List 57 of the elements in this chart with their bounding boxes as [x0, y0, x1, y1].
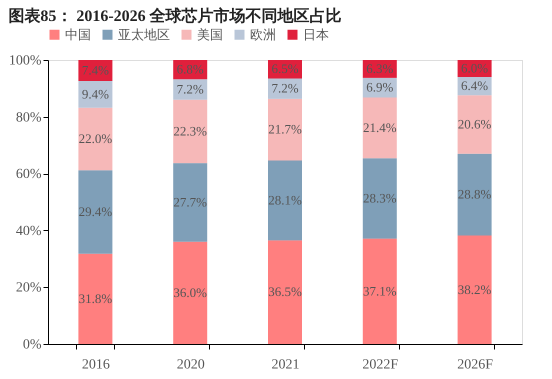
data-label: 36.5%	[268, 284, 302, 300]
y-tick-label: 60%	[16, 167, 42, 182]
y-tick-label: 40%	[16, 224, 42, 239]
bar	[268, 240, 302, 344]
data-label: 6.4%	[461, 78, 488, 94]
data-label: 7.2%	[271, 80, 299, 96]
data-label: 38.2%	[458, 282, 492, 297]
data-label: 21.7%	[268, 122, 302, 137]
data-label: 37.1%	[363, 283, 397, 298]
bar	[78, 108, 112, 170]
data-label: 6.3%	[366, 60, 394, 76]
data-label: 28.1%	[268, 192, 302, 208]
bar	[268, 98, 302, 161]
legend-label: 美国	[197, 26, 223, 42]
bar	[78, 254, 112, 344]
y-tick-label: 20%	[16, 280, 42, 296]
bar	[362, 238, 397, 344]
x-tick-label: 2022F	[362, 358, 398, 372]
legend-label: 中国	[65, 26, 91, 42]
data-label: 21.4%	[363, 120, 397, 135]
data-label: 7.2%	[176, 82, 204, 97]
bar	[78, 170, 112, 254]
bar	[458, 95, 492, 154]
x-tick-label: 2020	[176, 358, 205, 372]
y-tick-label: 100%	[8, 54, 42, 68]
data-label: 9.4%	[82, 86, 110, 102]
data-label: 6.0%	[461, 60, 488, 76]
bar	[268, 160, 302, 240]
y-tick-label: 80%	[16, 110, 42, 126]
data-label: 22.0%	[78, 130, 112, 146]
bar	[173, 100, 208, 164]
data-label: 36.0%	[173, 284, 208, 300]
data-label: 27.7%	[173, 194, 208, 210]
bar	[362, 97, 397, 158]
x-tick-label: 2026F	[457, 358, 494, 372]
bar	[458, 154, 492, 236]
y-tick-label: 0%	[22, 338, 42, 352]
data-label: 29.4%	[78, 204, 112, 219]
data-label: 6.8%	[176, 62, 204, 77]
x-tick-label: 2016	[82, 358, 110, 372]
data-label: 6.9%	[366, 80, 394, 95]
data-label: 7.4%	[82, 62, 110, 78]
data-label: 20.6%	[458, 116, 492, 132]
data-label: 6.5%	[271, 61, 299, 76]
x-tick-label: 2021	[272, 358, 300, 372]
bar	[458, 236, 492, 344]
data-label: 28.3%	[363, 190, 397, 206]
bar	[362, 158, 397, 239]
chart-title: 图表85： 2016-2026 全球芯片市场不同地区占比	[8, 7, 342, 25]
data-label: 28.8%	[458, 186, 492, 202]
legend-label: 欧洲	[250, 26, 276, 42]
legend-label: 亚太地区	[118, 26, 170, 42]
bar	[173, 163, 208, 242]
legend-label: 日本	[303, 26, 329, 42]
data-label: 31.8%	[78, 290, 112, 306]
data-label: 22.3%	[173, 123, 208, 138]
bar	[173, 242, 208, 344]
